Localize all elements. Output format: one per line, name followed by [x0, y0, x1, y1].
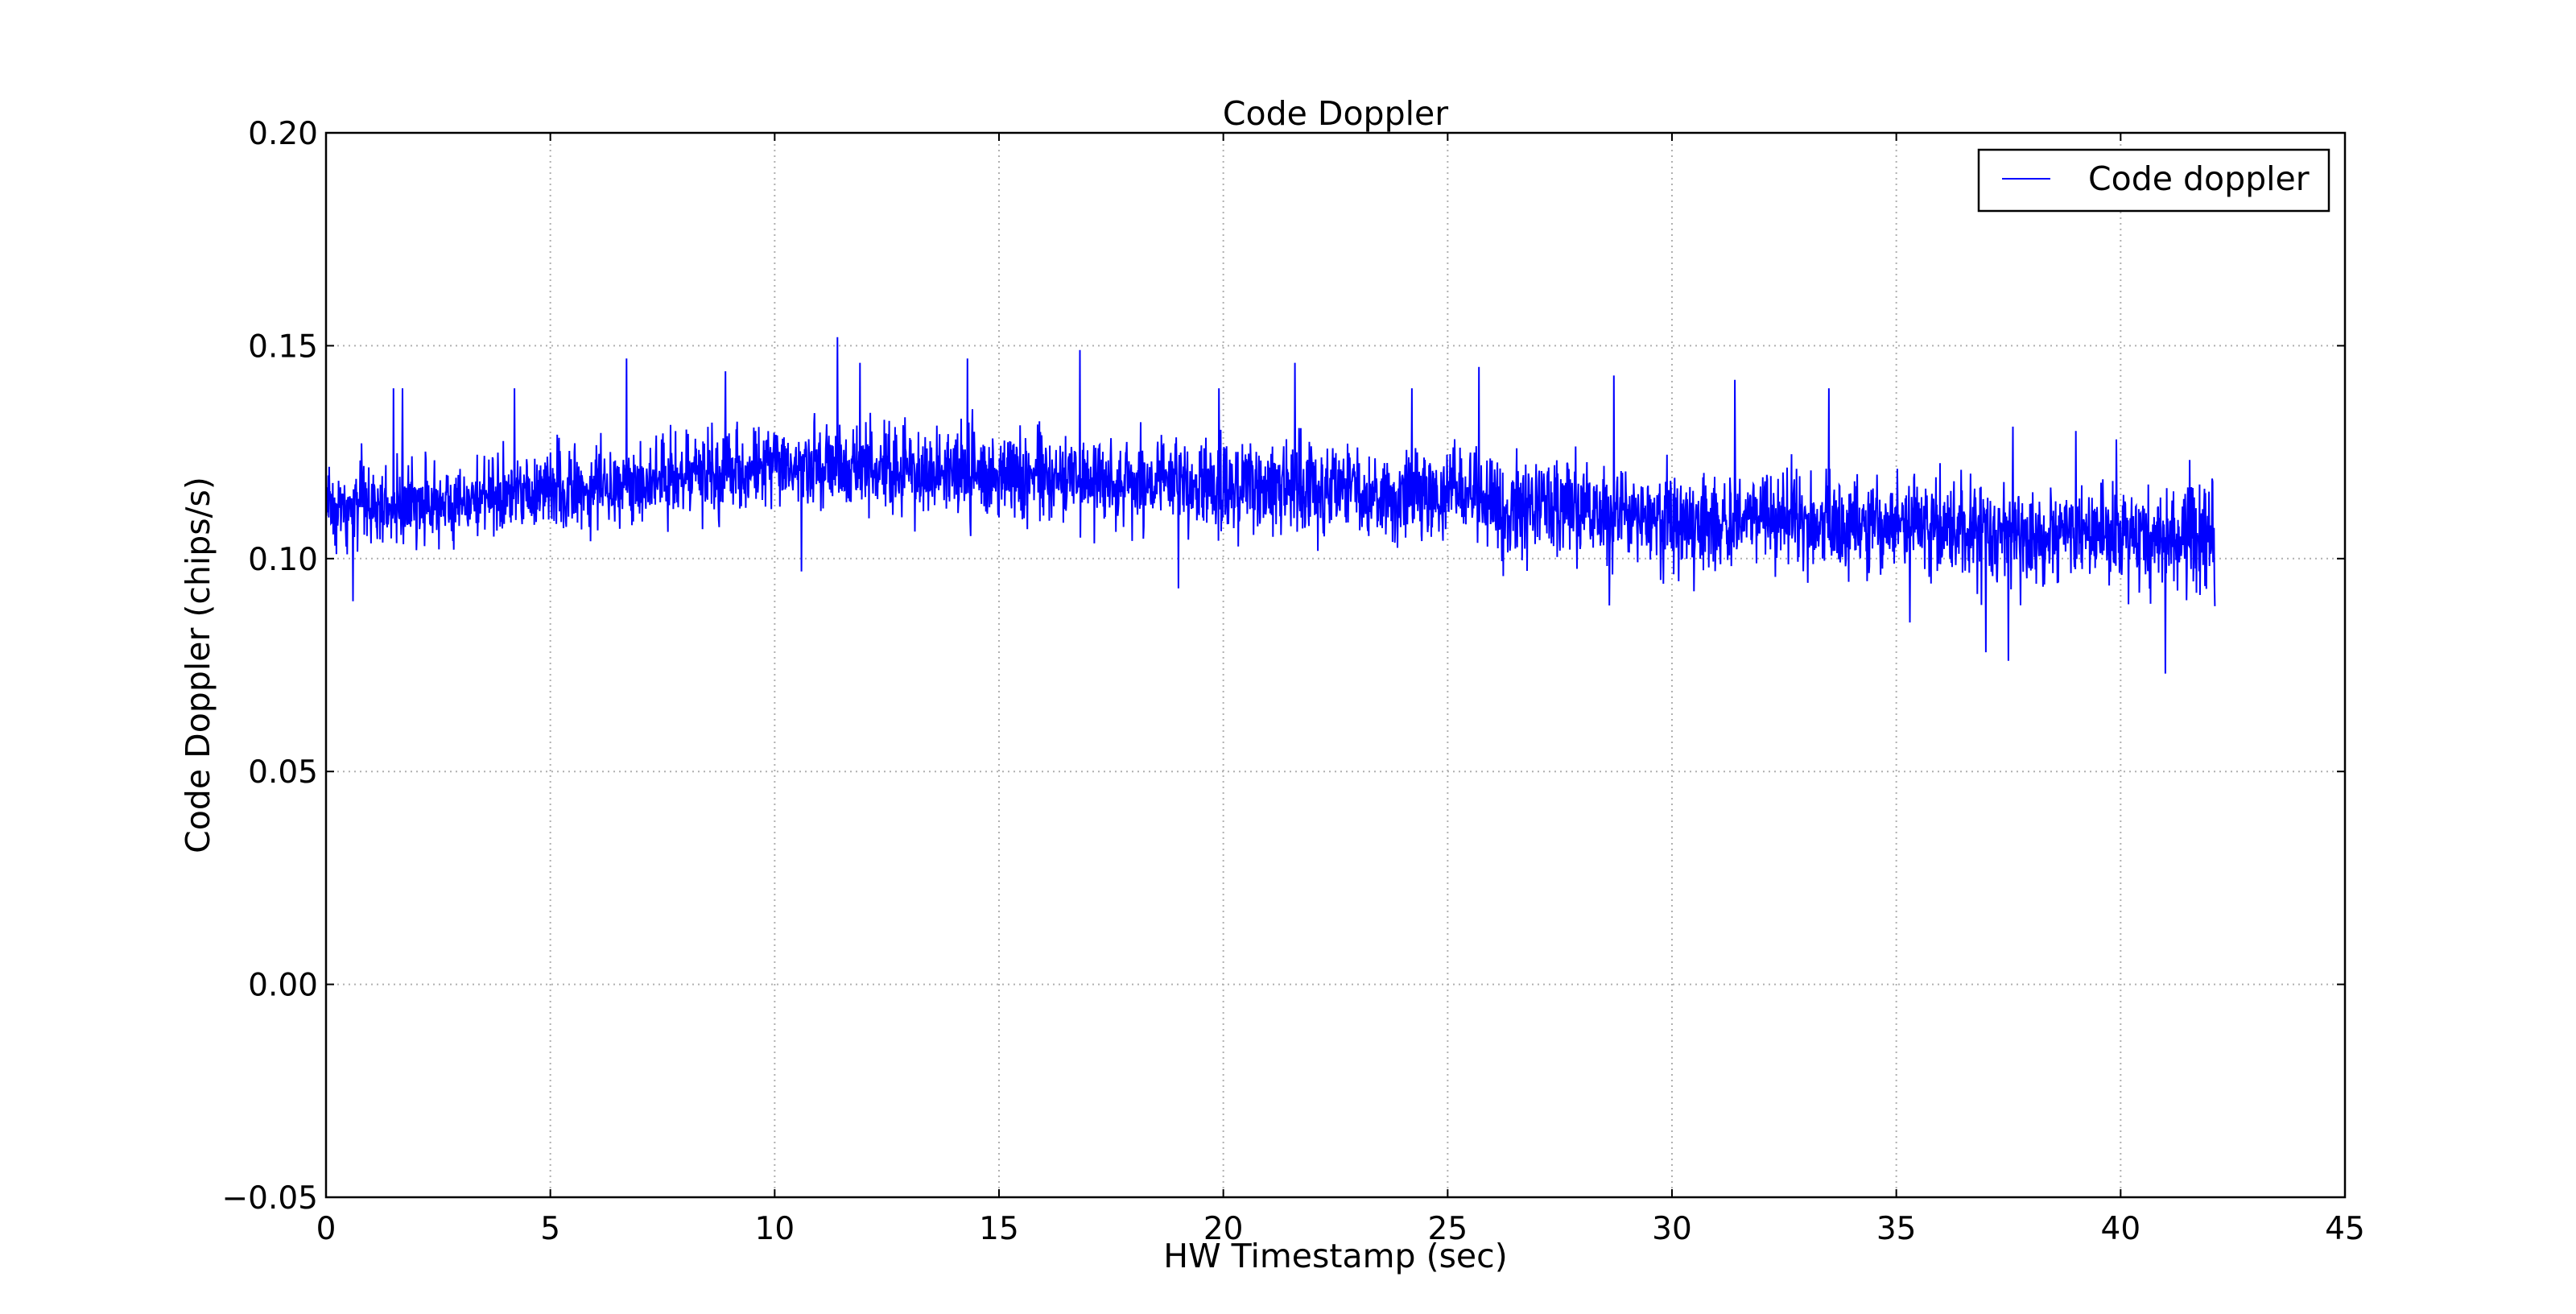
x-ticks: 0 5 10 15 20 25 30 35 40 45 [316, 133, 2365, 1247]
x-tick-label: 45 [2325, 1211, 2365, 1247]
x-tick-label: 5 [540, 1211, 560, 1247]
y-tick-label: −0.05 [221, 1180, 318, 1217]
y-grid [326, 345, 2345, 986]
chart-title: Code Doppler [1223, 94, 1448, 133]
y-tick-label: 0.20 [248, 116, 318, 152]
x-axis-label: HW Timestamp (sec) [1163, 1237, 1507, 1275]
series-line-code-doppler [326, 337, 2216, 674]
x-tick-label: 25 [1428, 1211, 1468, 1247]
y-tick-label: 0.05 [248, 754, 318, 791]
x-tick-label: 0 [316, 1211, 336, 1247]
y-ticks: −0.05 0.00 0.05 0.10 0.15 0.20 [221, 116, 2345, 1217]
y-axis-label: Code Doppler (chips/s) [179, 477, 217, 853]
y-tick-label: 0.10 [248, 542, 318, 578]
x-tick-label: 40 [2101, 1211, 2141, 1247]
legend-label-code-doppler: Code doppler [2088, 159, 2310, 198]
x-tick-label: 15 [979, 1211, 1019, 1247]
plot-frame [324, 131, 2347, 1199]
x-tick-label: 35 [1876, 1211, 1917, 1247]
legend: Code doppler [1977, 148, 2330, 213]
x-tick-label: 20 [1203, 1211, 1244, 1247]
y-tick-label: 0.00 [248, 968, 318, 1004]
x-tick-label: 10 [755, 1211, 795, 1247]
y-tick-label: 0.15 [248, 328, 318, 365]
legend-box [1977, 148, 2330, 213]
x-tick-label: 30 [1652, 1211, 1692, 1247]
